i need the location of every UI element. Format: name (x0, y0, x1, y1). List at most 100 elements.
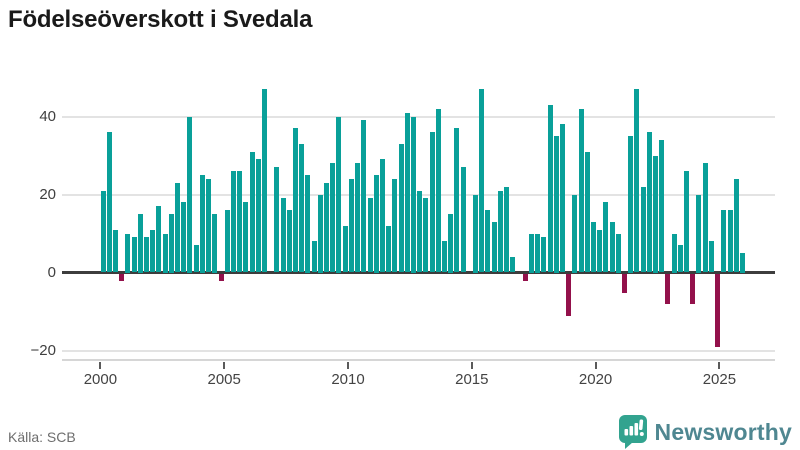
bar-2019-Q4 (590, 221, 596, 273)
bar-2003-Q3 (187, 116, 193, 273)
bar-2014-Q1 (448, 214, 454, 273)
zero-axis-line (62, 271, 775, 274)
bar-2023-Q2 (677, 245, 683, 273)
bar-2022-Q3 (659, 139, 665, 273)
bar-2002-Q3 (162, 233, 168, 273)
bar-2010-Q3 (361, 120, 367, 273)
newsworthy-wordmark: Newsworthy (654, 418, 792, 445)
bar-2005-Q4 (243, 202, 249, 273)
bar-2024-Q1 (696, 194, 702, 273)
bar-2007-Q4 (293, 128, 299, 273)
x-tick (347, 362, 349, 369)
bar-2003-Q1 (175, 182, 181, 273)
bar-2024-Q4 (715, 274, 721, 348)
bar-2023-Q4 (690, 274, 696, 305)
bar-2016-Q2 (504, 186, 510, 273)
bar-2001-Q2 (131, 237, 137, 273)
bar-2010-Q2 (355, 163, 361, 273)
bar-2023-Q1 (671, 233, 677, 273)
bar-2019-Q3 (584, 151, 590, 273)
bar-2010-Q1 (348, 178, 354, 273)
bar-2011-Q4 (392, 178, 398, 273)
bar-2020-Q4 (615, 233, 621, 273)
bar-2007-Q2 (280, 198, 286, 273)
bar-2006-Q3 (261, 89, 267, 273)
bar-2001-Q3 (137, 214, 143, 273)
bar-2001-Q1 (125, 233, 131, 273)
bar-2008-Q4 (317, 194, 323, 273)
source-label: Källa: SCB (8, 429, 76, 445)
bar-2022-Q1 (646, 132, 652, 273)
bar-2025-Q2 (727, 210, 733, 273)
x-axis-line (62, 359, 775, 361)
bar-2018-Q2 (553, 136, 559, 273)
bar-2000-Q1 (100, 190, 106, 273)
x-tick (718, 362, 721, 369)
bar-2020-Q3 (609, 221, 615, 273)
bar-2004-Q3 (212, 214, 218, 273)
chart-title: Födelseöverskott i Svedala (8, 6, 313, 33)
bar-2002-Q1 (150, 229, 156, 273)
bar-2006-Q1 (249, 151, 255, 273)
bar-2014-Q3 (460, 167, 466, 273)
bar-2015-Q4 (491, 221, 497, 273)
bar-2025-Q4 (739, 253, 745, 273)
x-tick (470, 362, 473, 369)
x-tick-label: 2005 (207, 371, 241, 388)
newsworthy-logo-icon (618, 414, 648, 450)
bar-2011-Q2 (379, 159, 385, 273)
bar-2005-Q1 (224, 210, 230, 273)
x-tick-label: 2010 (331, 371, 365, 388)
bar-2022-Q4 (665, 274, 671, 305)
bar-2015-Q2 (479, 89, 485, 273)
bar-2013-Q3 (435, 108, 441, 273)
bar-2005-Q2 (230, 171, 236, 273)
bar-2011-Q3 (386, 225, 392, 273)
bar-2021-Q2 (628, 136, 634, 273)
bar-2021-Q3 (634, 89, 640, 273)
bar-2020-Q2 (603, 202, 609, 273)
bar-2025-Q1 (721, 210, 727, 273)
bar-2024-Q2 (702, 163, 708, 273)
bar-2013-Q4 (441, 241, 447, 273)
bar-2018-Q1 (547, 104, 553, 273)
bar-2008-Q2 (305, 175, 311, 273)
bar-2025-Q3 (733, 178, 739, 273)
bar-2021-Q1 (621, 274, 627, 293)
gridline-y40 (62, 115, 775, 118)
bar-2010-Q4 (367, 198, 373, 273)
bar-2016-Q3 (510, 256, 516, 273)
y-tick-label: −20 (30, 341, 56, 359)
bar-2015-Q3 (485, 210, 491, 273)
bar-2003-Q2 (181, 202, 187, 273)
bar-2015-Q1 (473, 194, 479, 273)
x-tick-label: 2025 (702, 371, 737, 388)
x-tick (594, 362, 597, 369)
bar-2011-Q1 (373, 175, 379, 273)
bar-2013-Q2 (429, 132, 435, 273)
bar-2022-Q2 (653, 155, 659, 273)
bar-2012-Q3 (410, 116, 416, 273)
y-tick-label: 0 (47, 263, 56, 281)
bar-2014-Q2 (454, 128, 460, 273)
bar-2008-Q1 (299, 143, 305, 273)
bar-2013-Q1 (423, 198, 429, 273)
x-tick-label: 2020 (578, 371, 613, 388)
gridline-y-20 (62, 349, 775, 352)
bar-2017-Q2 (528, 233, 534, 273)
bar-2017-Q1 (522, 274, 528, 281)
bar-2012-Q4 (417, 190, 423, 273)
bar-2002-Q2 (156, 206, 162, 273)
bar-2009-Q4 (342, 225, 348, 273)
bar-2019-Q2 (578, 108, 584, 273)
bar-2018-Q4 (566, 274, 572, 316)
bar-2021-Q4 (640, 186, 646, 273)
bar-2001-Q4 (144, 237, 150, 273)
bar-2017-Q4 (541, 237, 547, 273)
bar-2000-Q4 (119, 274, 125, 281)
bar-2023-Q3 (684, 171, 690, 273)
brand-lockup: Newsworthy (618, 414, 792, 450)
bar-2005-Q3 (237, 171, 243, 273)
bar-2017-Q3 (535, 233, 541, 273)
